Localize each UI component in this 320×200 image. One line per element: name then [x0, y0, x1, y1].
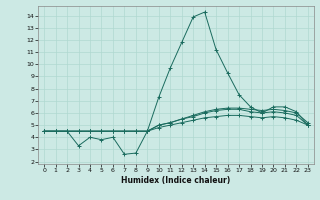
X-axis label: Humidex (Indice chaleur): Humidex (Indice chaleur) [121, 176, 231, 185]
